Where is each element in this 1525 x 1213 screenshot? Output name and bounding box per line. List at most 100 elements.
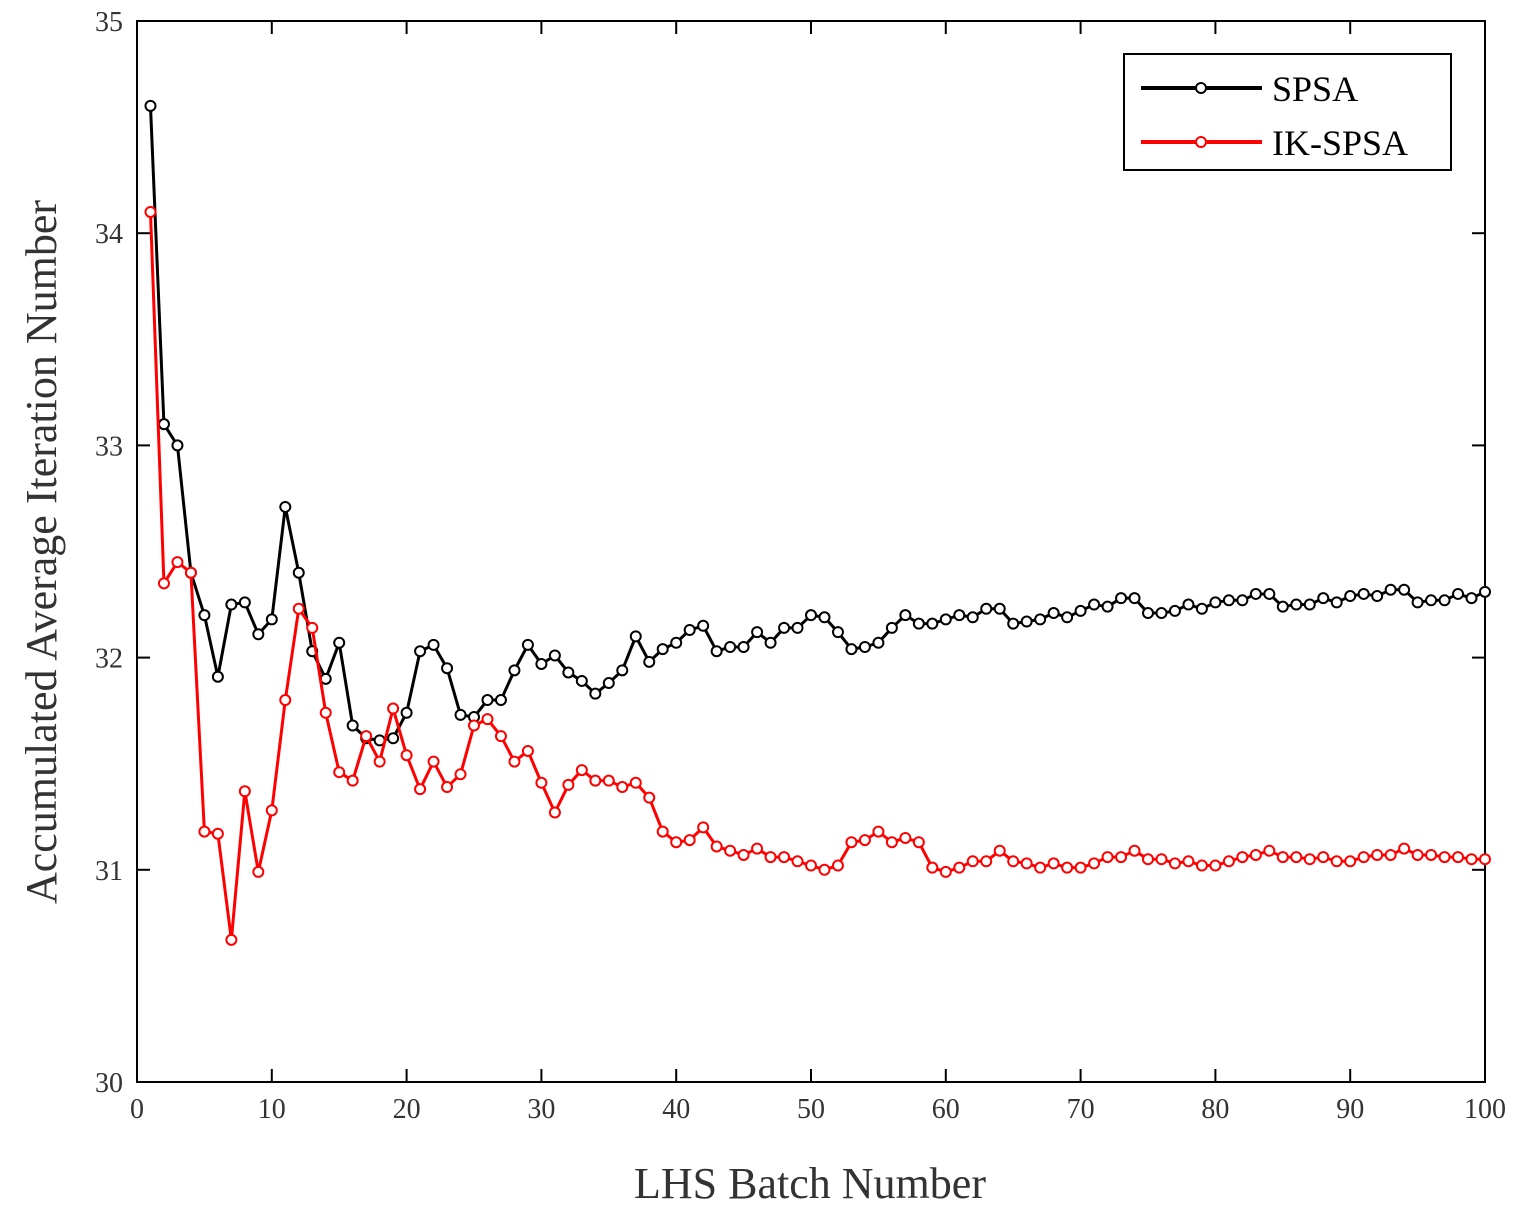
data-point-ik-spsa (481, 713, 494, 726)
data-point-ik-spsa (778, 851, 791, 864)
x-tick-label: 80 (1201, 1094, 1229, 1125)
data-point-ik-spsa (1263, 844, 1276, 857)
data-point-ik-spsa (629, 776, 642, 789)
data-point-spsa (562, 666, 575, 679)
data-point-spsa (171, 439, 184, 452)
data-point-spsa (279, 500, 292, 513)
series-line-spsa (148, 105, 1486, 742)
data-point-ik-spsa (1411, 848, 1424, 861)
data-point-spsa (1236, 594, 1249, 607)
data-point-ik-spsa (1452, 851, 1465, 864)
series-line-ik-spsa (148, 211, 1485, 942)
data-point-ik-spsa (1236, 851, 1249, 864)
data-point-ik-spsa (292, 602, 305, 615)
data-point-spsa (535, 657, 548, 670)
data-point-ik-spsa (1371, 848, 1384, 861)
data-point-spsa (602, 677, 615, 690)
data-point-spsa (400, 706, 413, 719)
data-point-ik-spsa (144, 205, 157, 218)
data-point-spsa (926, 617, 939, 630)
data-point-ik-spsa (1384, 848, 1397, 861)
data-point-spsa (1290, 598, 1303, 611)
data-point-ik-spsa (468, 719, 480, 732)
y-tick-label: 33 (95, 431, 123, 462)
data-point-spsa (1357, 587, 1370, 600)
data-point-ik-spsa (589, 774, 602, 787)
data-point-ik-spsa (184, 566, 197, 579)
data-point-spsa (346, 719, 359, 732)
data-point-ik-spsa (575, 764, 588, 777)
data-point-spsa (845, 643, 858, 656)
data-point-ik-spsa (616, 781, 629, 794)
data-point-spsa (508, 664, 521, 677)
axis-ticks: 0 10 20 30 40 50 60 70 80 90 100 30 31 32 33 34 35 (95, 7, 1506, 1125)
data-point-spsa (1249, 587, 1262, 600)
data-point-ik-spsa (441, 781, 454, 794)
series-layer (144, 99, 1491, 946)
data-point-spsa (1168, 604, 1181, 617)
data-point-ik-spsa (400, 749, 413, 762)
data-point-spsa (1425, 594, 1438, 607)
data-point-ik-spsa (966, 855, 979, 868)
data-point-spsa (831, 626, 844, 639)
data-point-ik-spsa (414, 783, 427, 796)
data-point-ik-spsa (737, 848, 750, 861)
x-tick-label: 50 (797, 1094, 825, 1125)
data-point-spsa (858, 640, 871, 653)
data-point-spsa (899, 609, 912, 622)
legend-label-ik-spsa: IK-SPSA (1272, 123, 1408, 163)
data-point-spsa (494, 694, 507, 707)
data-point-spsa (265, 613, 278, 626)
data-point-spsa (1411, 596, 1424, 609)
y-tick-label: 30 (95, 1068, 123, 1099)
data-point-ik-spsa (252, 865, 265, 878)
data-point-ik-spsa (1344, 855, 1357, 868)
data-point-spsa (791, 621, 804, 634)
data-point-spsa (1317, 592, 1330, 605)
data-point-spsa (144, 99, 157, 112)
data-point-ik-spsa (885, 836, 898, 849)
data-point-spsa (1209, 596, 1222, 609)
data-point-ik-spsa (198, 825, 211, 838)
data-point-ik-spsa (427, 755, 440, 768)
data-point-ik-spsa (373, 755, 386, 768)
data-point-spsa (427, 638, 440, 651)
data-point-ik-spsa (697, 821, 710, 834)
data-point-spsa (589, 687, 602, 700)
data-point-ik-spsa (1398, 842, 1411, 855)
data-point-spsa (1115, 592, 1128, 605)
data-point-ik-spsa (1061, 861, 1074, 874)
data-point-spsa (805, 609, 817, 622)
data-point-spsa (1061, 611, 1074, 624)
y-tick-label: 32 (95, 644, 123, 675)
data-point-spsa (1384, 583, 1397, 596)
series-ik-spsa (144, 205, 1491, 946)
data-point-spsa (1007, 617, 1020, 630)
data-point-ik-spsa (980, 855, 993, 868)
data-point-spsa (1020, 615, 1033, 628)
data-point-ik-spsa (548, 806, 561, 819)
data-point-ik-spsa (1357, 851, 1370, 864)
x-tick-label: 10 (258, 1094, 286, 1125)
data-point-ik-spsa (805, 859, 817, 872)
data-point-spsa (912, 617, 925, 630)
data-point-ik-spsa (562, 778, 575, 791)
data-point-spsa (939, 613, 952, 626)
data-point-spsa (1438, 594, 1451, 607)
data-point-spsa (885, 621, 898, 634)
data-point-ik-spsa (171, 556, 184, 569)
data-point-ik-spsa (1088, 857, 1101, 870)
x-tick-label: 30 (527, 1094, 555, 1125)
data-point-ik-spsa (845, 836, 858, 849)
data-point-spsa (1330, 596, 1343, 609)
legend-marker-spsa (1195, 82, 1207, 94)
plot-frame (136, 20, 1486, 1083)
data-point-ik-spsa (265, 804, 278, 817)
data-point-ik-spsa (670, 836, 683, 849)
data-point-ik-spsa (1034, 861, 1047, 874)
data-point-spsa (656, 643, 669, 656)
data-point-ik-spsa (1101, 851, 1114, 864)
data-point-spsa (980, 602, 993, 615)
data-point-spsa (872, 636, 885, 649)
